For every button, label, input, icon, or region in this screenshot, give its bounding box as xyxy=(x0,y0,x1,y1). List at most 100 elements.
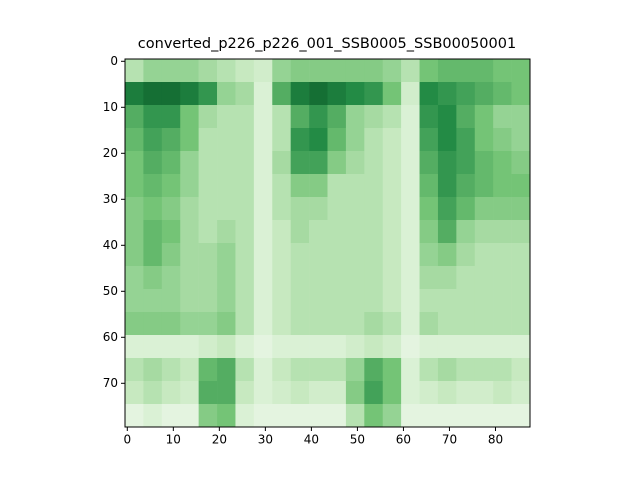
heatmap-cell xyxy=(253,358,273,382)
heatmap-cell xyxy=(198,404,218,428)
heatmap-cell xyxy=(180,381,199,405)
heatmap-cell xyxy=(493,289,512,313)
heatmap-cell xyxy=(345,312,365,336)
heatmap-cell xyxy=(401,197,420,221)
heatmap-cell xyxy=(198,128,218,152)
heatmap-cell xyxy=(143,243,163,267)
heatmap-cell xyxy=(437,335,457,359)
heatmap-cell xyxy=(437,151,457,175)
heatmap-cell xyxy=(253,197,273,221)
heatmap-cell xyxy=(217,312,236,336)
heatmap-cell xyxy=(272,381,291,405)
heatmap-cell xyxy=(198,174,218,198)
heatmap-cell xyxy=(143,82,163,106)
heatmap-cell xyxy=(125,59,144,83)
heatmap-cell xyxy=(364,105,384,129)
heatmap-cell xyxy=(309,128,328,152)
heatmap-cell xyxy=(364,174,384,198)
heatmap-cell xyxy=(217,358,236,382)
heatmap-cell xyxy=(493,105,512,129)
heatmap-cell xyxy=(309,381,328,405)
heatmap-cell xyxy=(143,266,163,290)
heatmap-cell xyxy=(143,197,163,221)
heatmap-cell xyxy=(474,82,494,106)
heatmap-cell xyxy=(437,312,457,336)
heatmap-cell xyxy=(419,312,439,336)
heatmap-cell xyxy=(493,220,512,244)
heatmap-cell xyxy=(401,335,420,359)
heatmap-cell xyxy=(474,266,494,290)
heatmap-cell xyxy=(272,358,291,382)
heatmap-cell xyxy=(401,128,420,152)
heatmap-cell xyxy=(327,243,347,267)
heatmap-cell xyxy=(143,289,163,313)
heatmap-cell xyxy=(217,128,236,152)
heatmap-cell xyxy=(161,220,181,244)
heatmap-cell xyxy=(253,404,273,428)
heatmap-cell xyxy=(309,82,328,106)
heatmap-cell xyxy=(290,404,310,428)
heatmap-cell xyxy=(511,358,531,382)
heatmap-cell xyxy=(493,59,512,83)
heatmap-cell xyxy=(235,312,255,336)
heatmap-cell xyxy=(345,404,365,428)
heatmap-cell xyxy=(345,174,365,198)
heatmap-cell xyxy=(364,151,384,175)
heatmap-cell xyxy=(511,381,531,405)
heatmap-cell xyxy=(309,404,328,428)
heatmap-cell xyxy=(180,220,199,244)
heatmap-cell xyxy=(235,151,255,175)
heatmap-cell xyxy=(511,220,531,244)
heatmap-cell xyxy=(419,151,439,175)
heatmap-cell xyxy=(401,266,420,290)
heatmap-cell xyxy=(290,105,310,129)
heatmap-cell xyxy=(235,220,255,244)
heatmap-cell xyxy=(401,289,420,313)
heatmap-cell xyxy=(437,381,457,405)
heatmap-cell xyxy=(382,404,402,428)
heatmap-cell xyxy=(217,266,236,290)
heatmap-cell xyxy=(345,59,365,83)
heatmap-cell xyxy=(364,289,384,313)
heatmap-cell xyxy=(161,82,181,106)
heatmap-cell xyxy=(474,174,494,198)
heatmap-cell xyxy=(511,59,531,83)
heatmap-cell xyxy=(180,59,199,83)
heatmap-cell xyxy=(253,82,273,106)
heatmap-cell xyxy=(143,404,163,428)
heatmap-cell xyxy=(290,335,310,359)
heatmap-cell xyxy=(161,59,181,83)
heatmap-cell xyxy=(198,105,218,129)
heatmap-cell xyxy=(180,289,199,313)
heatmap-cell xyxy=(327,105,347,129)
heatmap-cell xyxy=(456,335,476,359)
heatmap-cell xyxy=(253,289,273,313)
heatmap-cell xyxy=(198,220,218,244)
heatmap-cell xyxy=(364,335,384,359)
x-tick-label: 50 xyxy=(350,433,365,447)
heatmap-cell xyxy=(456,220,476,244)
heatmap-cell xyxy=(235,358,255,382)
heatmap-cell xyxy=(474,358,494,382)
heatmap-cell xyxy=(309,220,328,244)
heatmap-cell xyxy=(419,404,439,428)
heatmap-cell xyxy=(217,289,236,313)
heatmap-cell xyxy=(143,174,163,198)
heatmap-cell xyxy=(253,59,273,83)
heatmap-cell xyxy=(493,243,512,267)
heatmap-cell xyxy=(419,197,439,221)
heatmap-cell xyxy=(474,312,494,336)
heatmap-cell xyxy=(401,358,420,382)
y-tick-label: 0 xyxy=(110,54,118,68)
heatmap-cell xyxy=(272,312,291,336)
heatmap-cell xyxy=(419,59,439,83)
heatmap-cell xyxy=(437,174,457,198)
heatmap-cell xyxy=(309,59,328,83)
heatmap-cell xyxy=(272,151,291,175)
heatmap-cell xyxy=(382,335,402,359)
heatmap-cell xyxy=(345,151,365,175)
heatmap-cell xyxy=(180,358,199,382)
heatmap-cell xyxy=(345,266,365,290)
heatmap-cell xyxy=(382,381,402,405)
